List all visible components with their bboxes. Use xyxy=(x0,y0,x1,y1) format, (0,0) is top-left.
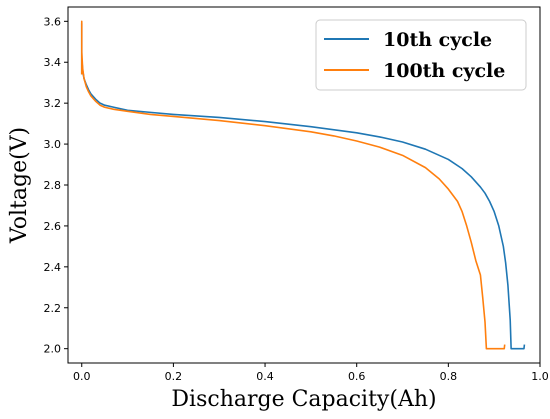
x-tick-label: 0.2 xyxy=(165,370,183,383)
x-tick-label: 0.8 xyxy=(440,370,458,383)
y-tick-label: 3.0 xyxy=(44,138,62,151)
y-tick-label: 3.4 xyxy=(44,56,62,69)
x-tick-label: 0.4 xyxy=(256,370,274,383)
series-line-100th-cycle xyxy=(80,20,506,350)
series-line-10th-cycle xyxy=(80,22,526,350)
x-tick-label: 1.0 xyxy=(531,370,549,383)
x-tick-label: 0.0 xyxy=(73,370,91,383)
legend-label-10th-cycle: 10th cycle xyxy=(383,29,492,51)
legend: 10th cycle 100th cycle xyxy=(315,19,527,91)
series-layer xyxy=(80,20,526,350)
y-tick-label: 2.6 xyxy=(44,220,62,233)
y-tick-label: 2.0 xyxy=(44,343,62,356)
x-tick-label: 0.6 xyxy=(348,370,366,383)
y-tick-label: 2.4 xyxy=(44,261,62,274)
y-axis-label: Voltage(V) xyxy=(7,127,32,244)
y-tick-label: 2.8 xyxy=(44,179,62,192)
legend-box xyxy=(315,19,527,91)
ticks-layer: 0.0 0.2 0.4 0.6 0.8 1.0 2.0 2.2 2.4 2.6 2.8 3.0 3.2 3… xyxy=(44,15,549,383)
plot-frame xyxy=(67,6,541,364)
legend-label-100th-cycle: 100th cycle xyxy=(383,60,505,82)
y-tick-label: 2.2 xyxy=(44,302,62,315)
x-axis-label: Discharge Capacity(Ah) xyxy=(171,387,436,412)
y-tick-label: 3.6 xyxy=(44,15,62,28)
y-tick-label: 3.2 xyxy=(44,97,62,110)
